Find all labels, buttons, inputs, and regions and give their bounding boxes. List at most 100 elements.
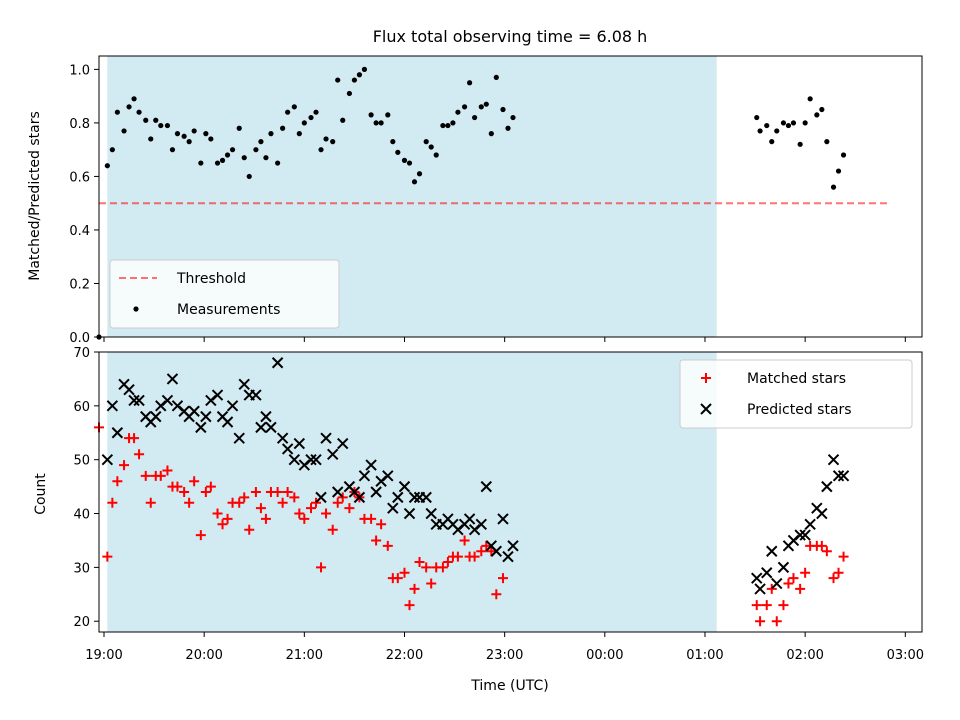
data-point [423, 139, 429, 145]
legend-box [109, 259, 340, 329]
data-point [301, 120, 307, 126]
data-point [421, 562, 432, 573]
data-point [315, 491, 327, 504]
data-point [838, 551, 849, 562]
data-point [320, 432, 332, 444]
data-point [819, 106, 825, 113]
data-point [472, 114, 478, 121]
data-point [361, 66, 368, 72]
data-point [510, 114, 516, 121]
data-point [794, 529, 806, 541]
data-point [162, 465, 173, 476]
data-point [476, 546, 487, 557]
data-point [299, 513, 310, 524]
data-point [777, 561, 790, 574]
data-point [832, 470, 845, 482]
data-point [778, 600, 789, 611]
data-point [198, 160, 204, 166]
y-tick-label: 1.0 [69, 63, 90, 78]
legend-box [679, 359, 913, 429]
data-point [774, 128, 780, 134]
data-point [392, 573, 403, 584]
data-point [821, 480, 833, 493]
data-point [221, 416, 234, 428]
data-point [332, 486, 344, 498]
data-point [250, 487, 261, 497]
y-tick-label: 50 [73, 454, 90, 469]
data-point [398, 480, 411, 493]
data-point [205, 481, 216, 492]
data-point [212, 508, 223, 519]
data-point [174, 131, 181, 137]
legend-label: Matched stars [747, 371, 846, 387]
data-point [189, 476, 200, 487]
data-point [253, 147, 259, 153]
series-measurements [96, 66, 847, 340]
data-point [403, 507, 416, 520]
data-point [497, 573, 508, 584]
data-point [475, 518, 487, 531]
data-point [140, 470, 151, 481]
data-point [426, 578, 437, 589]
data-point [289, 492, 300, 503]
data-point [133, 394, 145, 407]
y-tick-label: 0.4 [69, 224, 90, 239]
data-point [106, 400, 119, 412]
data-point [169, 147, 176, 153]
data-point [440, 122, 446, 129]
data-point [507, 540, 519, 552]
data-point [285, 109, 291, 115]
data-point [330, 139, 336, 145]
data-point [488, 131, 494, 137]
data-point [406, 160, 413, 166]
x-tick-label: 00:00 [586, 648, 623, 663]
y-tick-label: 0.8 [69, 117, 90, 132]
data-point [313, 109, 319, 115]
data-point [293, 437, 306, 450]
data-point [246, 173, 252, 180]
data-point [420, 491, 432, 504]
data-point [158, 122, 164, 129]
data-point [428, 144, 434, 150]
data-point [761, 600, 772, 611]
data-point [111, 427, 124, 439]
data-point [250, 389, 262, 401]
data-point [153, 117, 159, 123]
data-point [382, 540, 393, 551]
y-tick-label: 20 [73, 615, 90, 630]
data-point [195, 530, 206, 541]
data-point [390, 139, 396, 145]
x-tick-label: 02:00 [786, 648, 823, 663]
top-panel: 0.0 0.2 0.4 0.6 0.8 1.0 Threshold Measurements [69, 55, 923, 346]
data-point [337, 492, 348, 503]
data-point [164, 122, 171, 129]
data-point [337, 437, 349, 450]
data-point [238, 378, 250, 391]
data-point [321, 508, 332, 519]
data-point [226, 400, 239, 412]
data-point [260, 513, 271, 524]
data-point [754, 114, 760, 121]
data-point [764, 122, 770, 129]
data-point [119, 460, 130, 471]
data-point [305, 453, 317, 466]
data-point [294, 508, 305, 519]
data-point [123, 383, 135, 396]
data-point [101, 453, 114, 466]
legend-marker [700, 403, 712, 415]
legend-label: Threshold [176, 271, 246, 287]
data-point [191, 128, 197, 134]
data-point [195, 421, 207, 434]
data-point [761, 567, 773, 579]
data-point [277, 497, 288, 508]
data-point [780, 120, 787, 126]
data-point [378, 120, 384, 126]
data-point [387, 502, 399, 514]
data-point [260, 410, 272, 423]
data-point [102, 551, 113, 562]
data-point [382, 470, 394, 482]
data-point [824, 139, 830, 145]
data-point [830, 184, 837, 190]
y-tick-label: 0.0 [69, 331, 90, 346]
y-tick-label: 60 [73, 400, 90, 415]
